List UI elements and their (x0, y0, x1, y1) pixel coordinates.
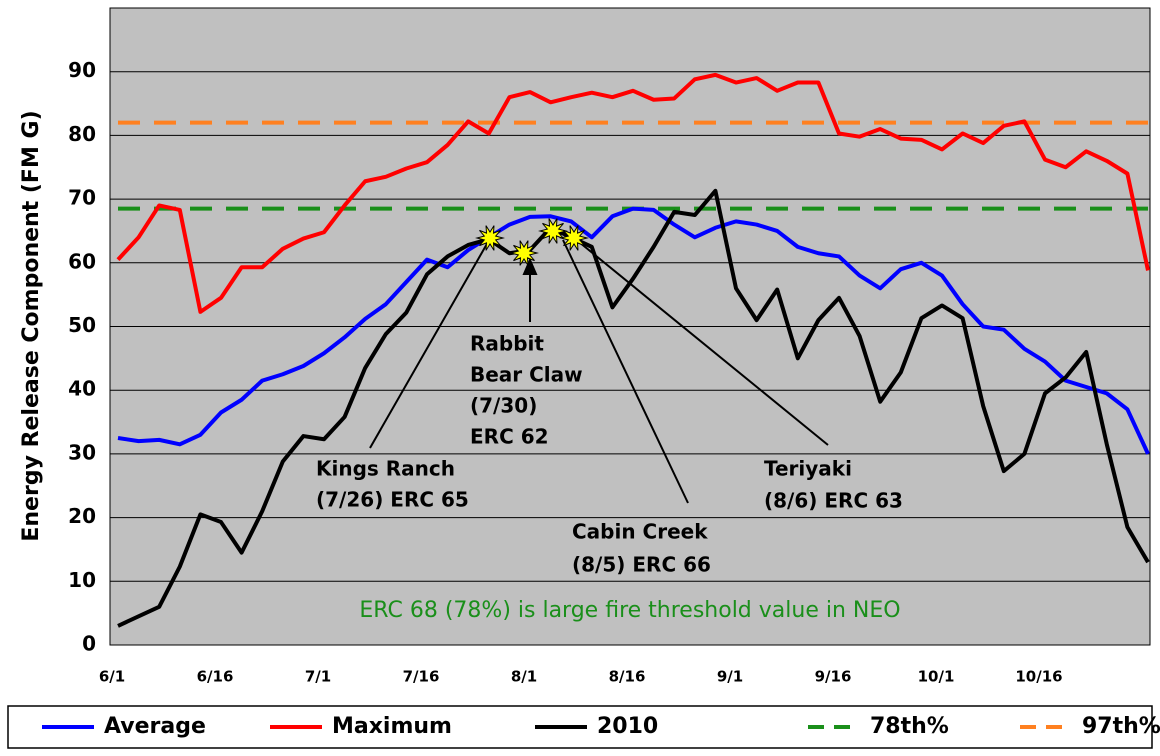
annotation: Bear Claw (470, 363, 583, 387)
legend-label: 97th% (1082, 714, 1160, 739)
arrow (578, 241, 829, 446)
annotation: (8/6) ERC 63 (764, 489, 903, 513)
annotation: Kings Ranch (316, 457, 455, 481)
annotation: ERC 62 (470, 425, 549, 449)
x-tick-label: 7/1 (305, 668, 331, 686)
legend-label: Maximum (332, 714, 452, 739)
y-tick-label: 30 (68, 440, 96, 464)
annotation: Teriyaki (764, 457, 852, 481)
annotation: (8/5) ERC 66 (572, 553, 711, 577)
note: ERC 68 (78%) is large fire threshold val… (359, 598, 900, 623)
annotation: (7/26) ERC 65 (316, 488, 469, 512)
x-tick-label: 10/1 (918, 668, 955, 686)
x-tick-label: 6/16 (197, 668, 234, 686)
y-tick-label: 0 (82, 632, 96, 656)
y-tick-label: 50 (68, 313, 96, 337)
x-tick-label: 8/16 (609, 668, 646, 686)
x-tick-label: 9/16 (815, 668, 852, 686)
annotation: Rabbit (470, 332, 544, 356)
y-tick-label: 40 (68, 377, 96, 401)
y-tick-label: 80 (68, 122, 96, 146)
arrows (369, 239, 829, 504)
x-tick-label: 6/1 (99, 668, 125, 686)
fire-marker (509, 240, 539, 266)
y-tick-label: 20 (68, 504, 96, 528)
fire-marker (538, 218, 568, 244)
legend-label: 78th% (870, 714, 949, 739)
y-tick-label: 60 (68, 249, 96, 273)
series-line (116, 72, 1150, 314)
x-tick-label: 8/1 (511, 668, 537, 686)
x-tick-label: 9/1 (717, 668, 743, 686)
fire-marker (475, 225, 505, 251)
y-tick-label: 10 (68, 568, 96, 592)
annotation: (7/30) (470, 394, 537, 418)
series-line (117, 206, 1150, 455)
x-tick-label: 10/16 (1015, 668, 1062, 686)
arrow-head (522, 257, 538, 275)
annotation: Cabin Creek (572, 520, 708, 544)
y-tick-label: 70 (68, 186, 96, 210)
y-tick-label: 90 (68, 58, 96, 82)
series-line (117, 188, 1150, 628)
arrow (562, 239, 689, 504)
arrow (369, 241, 489, 449)
y-axis-title: Energy Release Component (FM G) (19, 110, 44, 541)
legend-label: 2010 (597, 714, 658, 739)
legend-label: Average (104, 714, 206, 739)
x-tick-label: 7/16 (403, 668, 440, 686)
fire-marker (559, 225, 589, 251)
